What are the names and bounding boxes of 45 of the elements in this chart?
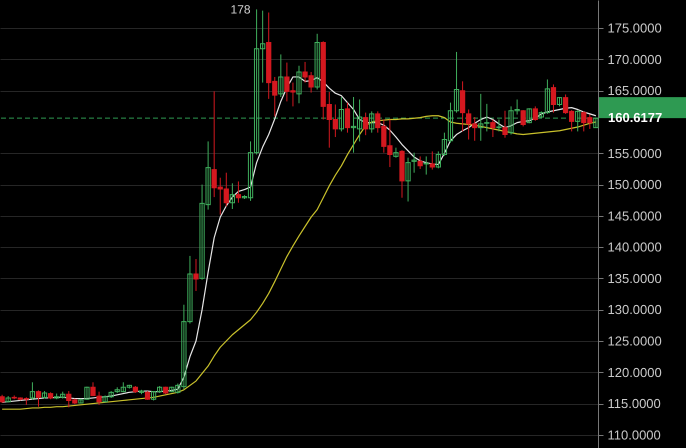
- y-tick-label: 130.0000: [608, 302, 662, 318]
- candlestick: [405, 157, 411, 202]
- y-tick-label: 135.0000: [608, 270, 662, 286]
- candlestick: [490, 119, 496, 138]
- candlestick: [236, 180, 242, 204]
- candlestick: [36, 390, 42, 408]
- y-tick-label: 170.0000: [608, 52, 662, 67]
- candlestick: [430, 150, 435, 170]
- candlestick: [550, 84, 556, 114]
- candlestick: [30, 382, 36, 400]
- y-tick-label: 175.0000: [608, 20, 662, 36]
- candlestick: [424, 156, 429, 176]
- y-tick-label: 125.0000: [608, 334, 662, 349]
- candlestick: [369, 110, 374, 134]
- candlestick: [84, 386, 90, 400]
- candlestick: [278, 54, 284, 98]
- candlestick: [338, 96, 344, 132]
- candlestick: [296, 65, 302, 104]
- candlestick: [502, 110, 508, 138]
- candlestick: [344, 102, 350, 134]
- candlestick: [575, 110, 580, 132]
- candlestick: [556, 96, 562, 107]
- candlestick: [520, 110, 526, 127]
- y-tick-label: 155.0000: [608, 146, 662, 161]
- candlestick: [496, 119, 502, 132]
- annotation: 178: [230, 2, 251, 16]
- candlestick: [363, 112, 368, 136]
- y-tick-label: 150.0000: [608, 177, 662, 192]
- y-tick-label: 165.0000: [608, 83, 662, 98]
- candlestick: [593, 117, 598, 128]
- ref-line-label: 160.6177: [608, 110, 662, 126]
- candlestick: [460, 80, 466, 132]
- candlestick: [314, 33, 320, 90]
- y-tick-label: 110.0000: [608, 427, 661, 442]
- candlestick: [393, 147, 399, 158]
- candlestick: [193, 258, 199, 292]
- candlestick: [411, 152, 417, 174]
- y-tick-label: 140.0000: [608, 240, 662, 255]
- candlestick: [532, 106, 538, 122]
- candlestick: [418, 156, 423, 170]
- y-tick-label: 145.0000: [608, 208, 662, 224]
- candlestick: [230, 182, 235, 210]
- candlestick: [526, 108, 532, 124]
- y-tick-label: 115.0000: [608, 396, 661, 412]
- y-tick-label: 120.0000: [608, 364, 662, 380]
